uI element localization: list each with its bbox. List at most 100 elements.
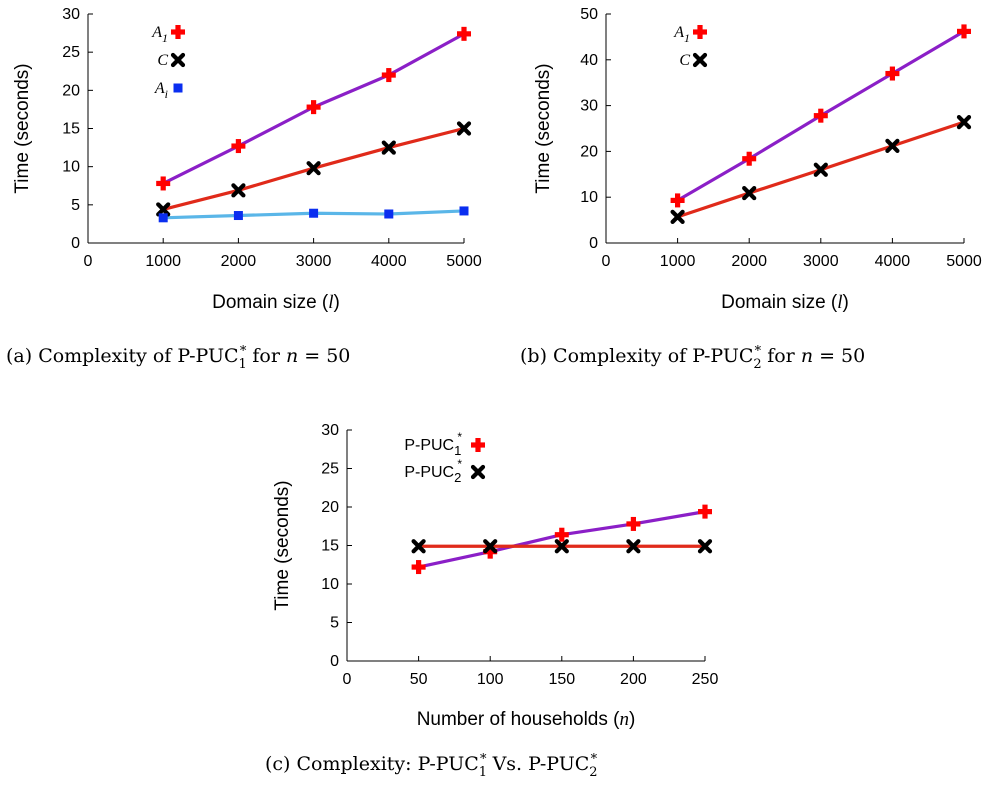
marker-sq — [459, 206, 469, 216]
data-point — [381, 140, 396, 155]
y-tick-label: 30 — [321, 422, 339, 439]
y-tick-label: 10 — [62, 159, 80, 176]
legend-marker-b — [170, 52, 186, 68]
data-point — [813, 108, 828, 123]
marker-v — [961, 24, 967, 39]
data-point — [233, 211, 243, 221]
x-tick-label: 5000 — [946, 253, 982, 270]
x-axis-label: Domain size (l) — [212, 292, 340, 313]
x-axis-label: Domain size (l) — [721, 292, 849, 313]
data-point — [459, 206, 469, 216]
data-point — [483, 544, 498, 559]
y-tick-label: 20 — [580, 143, 598, 160]
chart-b: 0 10 20 30 40 50 0 1000 2000 3000 4000 5000 Time (se… — [533, 6, 982, 313]
marker-b — [697, 539, 713, 554]
legend-marker-sq — [173, 83, 183, 93]
data-point — [231, 139, 246, 154]
data-point — [158, 213, 168, 223]
legend-marker — [470, 464, 486, 480]
data-point — [306, 100, 321, 115]
marker-sq — [384, 209, 394, 219]
marker-v — [818, 108, 824, 123]
data-point — [885, 138, 900, 154]
x-tick-label: 150 — [548, 671, 575, 688]
data-point — [885, 66, 900, 81]
marker-b — [231, 183, 246, 198]
x-tick-label: 2000 — [731, 253, 767, 270]
legend-marker — [173, 83, 183, 93]
data-point — [626, 539, 641, 554]
marker-sq — [309, 208, 319, 218]
y-axis-label: Time (seconds) — [272, 480, 293, 610]
legend-marker — [471, 438, 485, 452]
data-point — [156, 202, 171, 217]
marker-b — [670, 209, 685, 224]
marker-v — [630, 516, 636, 531]
legend-label: C — [157, 52, 168, 69]
y-tick-label: 20 — [321, 499, 339, 516]
y-tick-label: 25 — [62, 44, 80, 61]
y-axis-label: Time (seconds) — [533, 63, 554, 193]
y-tick-label: 40 — [580, 52, 598, 69]
y-tick-label: 50 — [580, 6, 598, 23]
marker-b — [742, 185, 757, 201]
y-tick-label: 30 — [62, 6, 80, 23]
data-point — [956, 114, 972, 130]
y-tick-label: 5 — [71, 197, 80, 214]
marker-v — [235, 139, 241, 154]
legend-label: C — [679, 52, 690, 69]
legend-marker — [693, 25, 707, 39]
y-tick-label: 25 — [321, 461, 339, 478]
y-tick-label: 0 — [71, 235, 80, 252]
marker-b — [411, 539, 426, 554]
data-point — [483, 539, 498, 554]
marker-b — [381, 140, 396, 155]
data-point — [309, 208, 319, 218]
marker-v — [461, 26, 467, 41]
y-tick-label: 0 — [589, 235, 598, 252]
marker-sq — [158, 213, 168, 223]
x-tick-label: 4000 — [875, 253, 911, 270]
legend-marker — [692, 52, 708, 68]
chart-c: 0 5 10 15 20 25 30 0 50 100 150 200 250 Time (seconds… — [272, 422, 718, 730]
marker-b — [456, 121, 472, 136]
data-point — [411, 560, 426, 575]
x-tick-label: 4000 — [371, 253, 407, 270]
data-point — [306, 161, 321, 176]
x-tick-label: 2000 — [221, 253, 257, 270]
marker-b — [483, 539, 498, 554]
data-point — [554, 527, 569, 542]
x-tick-label: 3000 — [296, 253, 332, 270]
legend-label: P-PUC2* — [404, 457, 462, 485]
legend-label: A1 — [151, 24, 168, 45]
marker-v — [559, 527, 565, 542]
legend-label: A1 — [673, 24, 690, 45]
y-tick-label: 20 — [62, 82, 80, 99]
marker-b — [306, 161, 321, 176]
y-tick-label: 15 — [62, 121, 80, 138]
x-axis-label: Number of households (n) — [417, 709, 636, 730]
marker-b — [956, 114, 972, 130]
marker-v — [702, 504, 708, 519]
legend-marker — [170, 52, 186, 68]
data-point — [231, 183, 246, 198]
legend-label: Ai — [154, 80, 168, 101]
data-point — [156, 176, 171, 191]
data-point — [742, 151, 757, 166]
marker-v — [311, 100, 317, 115]
marker-v — [416, 560, 422, 575]
y-tick-label: 30 — [580, 98, 598, 115]
marker-v — [160, 176, 166, 191]
y-tick-label: 15 — [321, 538, 339, 555]
x-tick-label: 1000 — [660, 253, 696, 270]
legend-marker-b — [692, 52, 708, 68]
y-tick-label: 5 — [330, 615, 339, 632]
legend-marker-v — [697, 25, 703, 39]
data-point — [813, 162, 828, 177]
data-point — [670, 193, 685, 208]
x-tick-label: 0 — [602, 253, 611, 270]
data-point — [384, 209, 394, 219]
legend-marker — [171, 25, 185, 39]
legend-marker-v — [175, 25, 181, 39]
